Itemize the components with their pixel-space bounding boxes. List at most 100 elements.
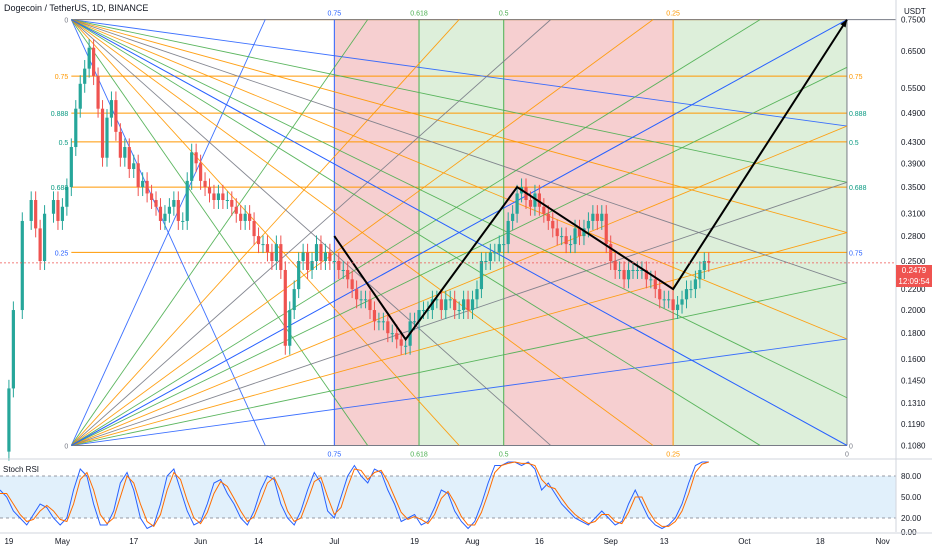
- candle-body: [118, 131, 122, 158]
- x-tick-label: 14: [254, 537, 263, 546]
- candlesticks: [7, 39, 711, 461]
- candle-body: [7, 388, 11, 452]
- gann-vertical-label-bottom: 0.25: [666, 451, 680, 458]
- candle-body: [506, 220, 510, 245]
- gann-zone: [419, 19, 504, 446]
- gann-fan-line: [71, 338, 848, 446]
- candle-body: [288, 310, 292, 346]
- candle-body: [631, 269, 635, 271]
- candle-body: [207, 187, 212, 194]
- candle-body: [502, 244, 506, 246]
- gann-fan-line: [71, 19, 848, 340]
- candle-body: [252, 220, 256, 237]
- candle-body: [100, 108, 105, 158]
- candle-body: [29, 200, 33, 221]
- x-tick-label: 18: [816, 537, 825, 546]
- candle-body: [421, 310, 426, 312]
- candle-body: [658, 289, 662, 300]
- candle-body: [702, 261, 706, 270]
- candle-body: [74, 108, 78, 148]
- candle-body: [640, 269, 644, 271]
- x-tick-label: Sep: [604, 537, 619, 546]
- gann-vertical-label-top: 0.618: [410, 11, 428, 18]
- gann-zone: [673, 19, 847, 446]
- gann-right-label: 0.688: [849, 185, 867, 192]
- candle-body: [586, 220, 591, 229]
- candle-body: [256, 236, 261, 245]
- candle-body: [542, 206, 546, 214]
- candle-body: [453, 299, 457, 311]
- candle-body: [154, 200, 158, 207]
- x-tick-label: 19: [410, 537, 419, 546]
- candle-body: [689, 289, 693, 291]
- stoch-series-line: [0, 461, 709, 528]
- candle-body: [38, 228, 42, 262]
- candle-body: [176, 200, 180, 221]
- gann-left-label: 0.25: [55, 250, 69, 257]
- candle-body: [484, 261, 488, 263]
- candle-body: [310, 261, 314, 270]
- y-tick-label: 0.2200: [901, 285, 926, 294]
- candle-body: [680, 299, 684, 305]
- candle-body: [194, 152, 198, 164]
- x-tick-label: Nov: [876, 537, 890, 546]
- y-tick-label: 0.2500: [901, 257, 926, 266]
- candle-body: [618, 269, 622, 271]
- candle-body: [693, 279, 698, 290]
- x-tick-label: 17: [129, 537, 138, 546]
- gann-left-label: 0: [64, 443, 68, 450]
- y-tick-label: 0.3500: [901, 183, 926, 192]
- gann-fan-line: [70, 19, 460, 446]
- candle-body: [136, 163, 140, 188]
- candle-body: [444, 299, 448, 311]
- candle-body: [368, 299, 372, 311]
- candle-body: [488, 252, 492, 262]
- y-tick-label: 0.1310: [901, 399, 926, 408]
- candle-body: [328, 252, 332, 262]
- candle-body: [305, 252, 310, 270]
- y-tick-label: 0.1600: [901, 355, 926, 364]
- y-tick-label: 0.3900: [901, 159, 926, 168]
- gann-fan-line: [71, 232, 848, 446]
- candle-body: [466, 299, 470, 311]
- candle-body: [573, 228, 577, 245]
- gann-right-label: 0.888: [849, 111, 867, 118]
- x-tick-label: 19: [4, 537, 13, 546]
- candle-body: [698, 269, 702, 280]
- candle-body: [198, 163, 203, 181]
- candle-body: [355, 289, 359, 300]
- candle-body: [417, 310, 421, 322]
- y-tick-label: 0.3100: [901, 210, 926, 219]
- y-tick-label: 0.1190: [901, 420, 925, 429]
- gann-fan-line: [71, 19, 848, 127]
- x-tick-label: 16: [535, 537, 544, 546]
- candle-body: [105, 117, 109, 158]
- candle-body: [497, 244, 501, 253]
- candle-body: [537, 193, 541, 207]
- candle-body: [707, 261, 711, 263]
- y-tick-label: 0.2000: [901, 306, 926, 315]
- gann-fan-line: [71, 19, 551, 446]
- candle-body: [132, 163, 136, 170]
- gann-vertical-label-top: 0.75: [328, 11, 342, 18]
- gann-left-label: 0.75: [55, 74, 69, 81]
- gann-fan-line: [71, 125, 848, 446]
- gann-fan-line: [71, 19, 848, 446]
- candle-body: [515, 193, 519, 214]
- candle-body: [216, 193, 221, 201]
- x-tick-label: May: [55, 537, 70, 546]
- candle-body: [92, 47, 96, 77]
- candle-body: [564, 236, 568, 245]
- candle-body: [511, 213, 515, 221]
- last-price-badge: 0.2479 12:09:54: [896, 265, 932, 287]
- candle-body: [528, 200, 533, 207]
- candle-body: [635, 269, 640, 271]
- candle-body: [283, 269, 287, 346]
- candle-body: [167, 206, 171, 214]
- candle-body: [297, 261, 301, 290]
- pattern-path: [333, 19, 848, 342]
- gann-vertical-label-bottom: 0.75: [328, 451, 342, 458]
- y-tick-label: 0.4900: [901, 109, 926, 118]
